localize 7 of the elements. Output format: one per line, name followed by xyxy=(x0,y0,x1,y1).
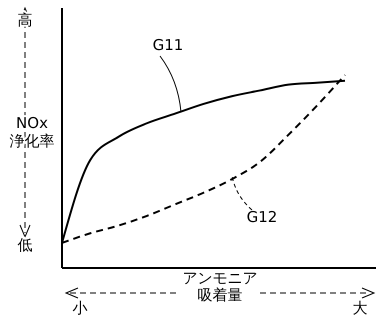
legend-label: G12 xyxy=(246,208,278,226)
x-axis-title: アンモニア吸着量 xyxy=(180,269,260,304)
text: 大 xyxy=(352,299,368,317)
text: 高 xyxy=(18,11,32,29)
text: G11 xyxy=(152,36,184,54)
text: 低 xyxy=(18,236,32,254)
text: 小 xyxy=(72,299,88,317)
